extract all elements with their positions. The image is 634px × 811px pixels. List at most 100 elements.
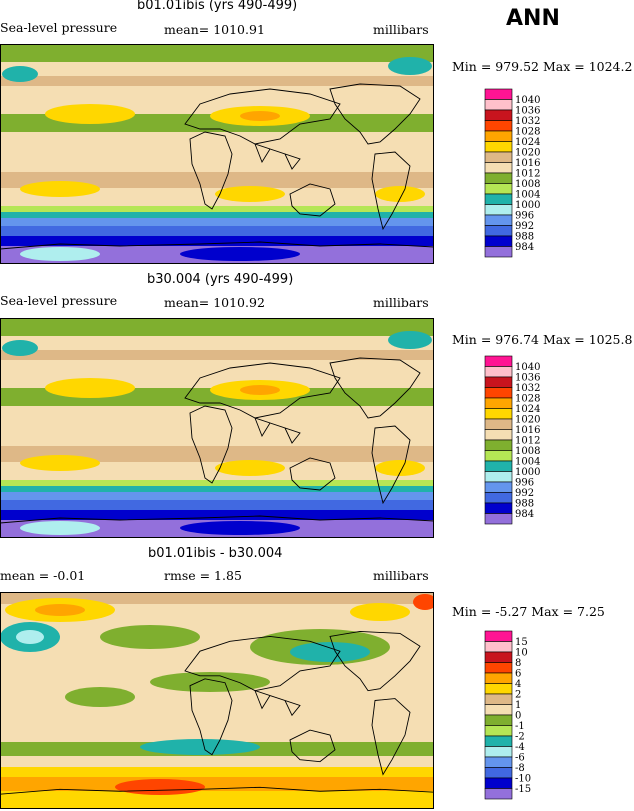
contour-band — [0, 791, 434, 809]
colorbar-label: 1032 — [515, 116, 540, 127]
colorbar-swatch — [484, 204, 513, 216]
colorbar-label: 988 — [515, 232, 534, 243]
colorbar-label: 6 — [515, 669, 521, 680]
colorbar-label: -4 — [515, 742, 525, 753]
colorbar-label: 996 — [515, 211, 534, 222]
coastline — [189, 131, 233, 210]
coastline — [289, 183, 336, 217]
colorbar-swatch — [484, 513, 513, 525]
colorbar-swatch — [484, 141, 513, 153]
colorbar-swatch — [484, 120, 513, 132]
colorbar-swatch — [484, 662, 513, 674]
colorbar-swatch — [484, 109, 513, 121]
contour-region — [375, 186, 425, 202]
colorbar-swatch — [484, 387, 513, 399]
colorbar-label: 4 — [515, 679, 521, 690]
panel-2-title: b30.004 (yrs 490-499) — [147, 272, 294, 287]
coastline — [0, 786, 434, 795]
colorbar-swatch — [484, 450, 513, 462]
colorbar-label: 15 — [515, 637, 528, 648]
colorbar-swatch — [484, 683, 513, 695]
colorbar-label: -15 — [515, 784, 531, 795]
colorbar-label: -2 — [515, 732, 525, 743]
contour-region — [20, 455, 100, 471]
colorbar-swatch — [484, 355, 513, 367]
colorbar-swatch — [484, 735, 513, 747]
contour-region — [150, 672, 270, 692]
colorbar-label: 1036 — [515, 373, 540, 384]
panel-2-colorbar: 1040103610321028102410201016101210081004… — [484, 355, 540, 525]
colorbar-label: 1 — [515, 700, 521, 711]
contour-band — [0, 500, 434, 510]
colorbar-swatch — [484, 235, 513, 247]
colorbar-swatch — [484, 99, 513, 111]
panel-1-mean-label: mean= 1010.91 — [164, 22, 265, 37]
panel-2-mean-label: mean= 1010.92 — [164, 295, 265, 310]
contour-region — [2, 66, 38, 82]
colorbar-label: 1012 — [515, 436, 540, 447]
contour-band — [0, 486, 434, 492]
contour-region — [35, 604, 85, 616]
contour-region — [45, 378, 135, 398]
coastline — [0, 241, 434, 250]
colorbar-label: 1024 — [515, 404, 540, 415]
colorbar-swatch — [484, 408, 513, 420]
contour-band — [0, 406, 434, 446]
colorbar-label: 992 — [515, 221, 534, 232]
coastline — [189, 405, 233, 484]
coastline — [254, 417, 301, 444]
coastline — [184, 362, 341, 419]
contour-region — [388, 331, 432, 349]
contour-region — [2, 340, 38, 356]
coastline — [254, 143, 301, 170]
colorbar-swatch — [484, 471, 513, 483]
colorbar-label: 1028 — [515, 394, 540, 405]
coastline — [371, 151, 411, 231]
colorbar-label: 1032 — [515, 383, 540, 394]
colorbar-label: 992 — [515, 488, 534, 499]
coastline — [289, 729, 336, 763]
colorbar-swatch — [484, 672, 513, 684]
colorbar-label: 0 — [515, 711, 521, 722]
colorbar-swatch — [484, 397, 513, 409]
panel-1-title: b01.01ibis (yrs 490-499) — [137, 0, 298, 13]
colorbar-swatch — [484, 246, 513, 258]
colorbar-swatch — [484, 767, 513, 779]
contour-band — [0, 212, 434, 218]
colorbar-swatch — [484, 630, 513, 642]
colorbar-swatch — [484, 88, 513, 100]
colorbar-label: -6 — [515, 753, 525, 764]
panel-3-minmax: Min = -5.27 Max = 7.25 — [452, 604, 605, 619]
contour-region — [20, 247, 100, 261]
contour-region — [180, 521, 300, 535]
colorbar-swatch — [484, 183, 513, 195]
coastline — [329, 631, 421, 692]
contour-band — [0, 492, 434, 500]
panel-1-map — [0, 44, 434, 264]
panel-3-title: b01.01ibis - b30.004 — [148, 546, 283, 561]
colorbar-swatch — [484, 704, 513, 716]
contour-band — [0, 350, 434, 360]
contour-region — [215, 460, 285, 476]
coastline — [289, 457, 336, 491]
colorbar-swatch — [484, 502, 513, 514]
colorbar-label: 8 — [515, 658, 521, 669]
colorbar-swatch — [484, 481, 513, 493]
coastline — [371, 425, 411, 505]
colorbar-swatch — [484, 162, 513, 174]
contour-band — [0, 172, 434, 188]
colorbar-label: 10 — [515, 648, 528, 659]
colorbar-swatch — [484, 492, 513, 504]
contour-region — [350, 603, 410, 621]
contour-region — [115, 779, 205, 795]
colorbar-swatch — [484, 651, 513, 663]
contour-region — [65, 687, 135, 707]
map-frame — [0, 44, 434, 264]
contour-region — [20, 181, 100, 197]
contour-region — [180, 247, 300, 261]
contour-region — [215, 186, 285, 202]
map-frame — [0, 318, 434, 538]
colorbar-swatch — [484, 460, 513, 472]
panel-3-center-label: rmse = 1.85 — [164, 568, 242, 583]
